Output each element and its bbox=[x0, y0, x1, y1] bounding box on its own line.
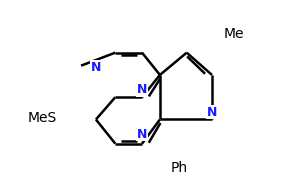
Text: Me: Me bbox=[224, 27, 244, 41]
Text: MeS: MeS bbox=[28, 111, 57, 125]
Text: Ph: Ph bbox=[171, 161, 188, 175]
Text: N: N bbox=[207, 105, 217, 119]
Text: N: N bbox=[137, 83, 147, 96]
Text: N: N bbox=[91, 61, 101, 74]
Text: N: N bbox=[137, 128, 147, 141]
